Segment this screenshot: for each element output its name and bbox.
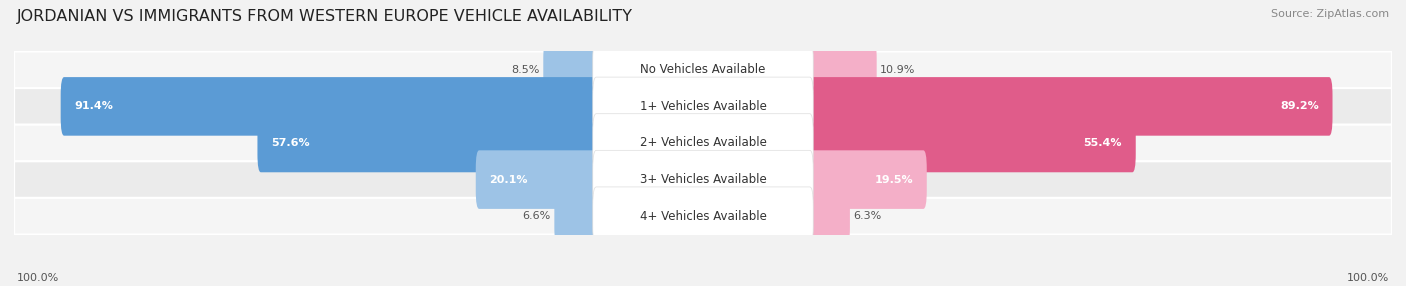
Text: 3+ Vehicles Available: 3+ Vehicles Available xyxy=(640,173,766,186)
FancyBboxPatch shape xyxy=(475,150,599,209)
FancyBboxPatch shape xyxy=(593,114,813,172)
Text: Source: ZipAtlas.com: Source: ZipAtlas.com xyxy=(1271,9,1389,19)
Text: 1+ Vehicles Available: 1+ Vehicles Available xyxy=(640,100,766,113)
FancyBboxPatch shape xyxy=(554,187,599,245)
FancyBboxPatch shape xyxy=(593,150,813,209)
FancyBboxPatch shape xyxy=(807,187,849,245)
FancyBboxPatch shape xyxy=(14,88,1392,125)
FancyBboxPatch shape xyxy=(14,161,1392,198)
Text: 2+ Vehicles Available: 2+ Vehicles Available xyxy=(640,136,766,150)
Text: 55.4%: 55.4% xyxy=(1084,138,1122,148)
Text: 6.3%: 6.3% xyxy=(853,211,882,221)
Text: 8.5%: 8.5% xyxy=(512,65,540,75)
Text: 91.4%: 91.4% xyxy=(75,102,114,111)
Text: 100.0%: 100.0% xyxy=(1347,273,1389,283)
FancyBboxPatch shape xyxy=(807,77,1333,136)
FancyBboxPatch shape xyxy=(807,114,1136,172)
Text: 4+ Vehicles Available: 4+ Vehicles Available xyxy=(640,210,766,223)
FancyBboxPatch shape xyxy=(593,187,813,245)
FancyBboxPatch shape xyxy=(14,125,1392,161)
Text: 100.0%: 100.0% xyxy=(17,273,59,283)
FancyBboxPatch shape xyxy=(60,77,599,136)
Text: 6.6%: 6.6% xyxy=(523,211,551,221)
Text: JORDANIAN VS IMMIGRANTS FROM WESTERN EUROPE VEHICLE AVAILABILITY: JORDANIAN VS IMMIGRANTS FROM WESTERN EUR… xyxy=(17,9,633,23)
FancyBboxPatch shape xyxy=(807,150,927,209)
FancyBboxPatch shape xyxy=(807,41,877,99)
Text: 10.9%: 10.9% xyxy=(880,65,915,75)
FancyBboxPatch shape xyxy=(593,41,813,99)
Text: 20.1%: 20.1% xyxy=(489,175,529,184)
Text: No Vehicles Available: No Vehicles Available xyxy=(640,63,766,76)
FancyBboxPatch shape xyxy=(543,41,599,99)
FancyBboxPatch shape xyxy=(593,77,813,136)
FancyBboxPatch shape xyxy=(257,114,599,172)
FancyBboxPatch shape xyxy=(14,51,1392,88)
Text: 19.5%: 19.5% xyxy=(875,175,912,184)
FancyBboxPatch shape xyxy=(14,198,1392,235)
Text: 57.6%: 57.6% xyxy=(271,138,309,148)
Text: 89.2%: 89.2% xyxy=(1279,102,1319,111)
